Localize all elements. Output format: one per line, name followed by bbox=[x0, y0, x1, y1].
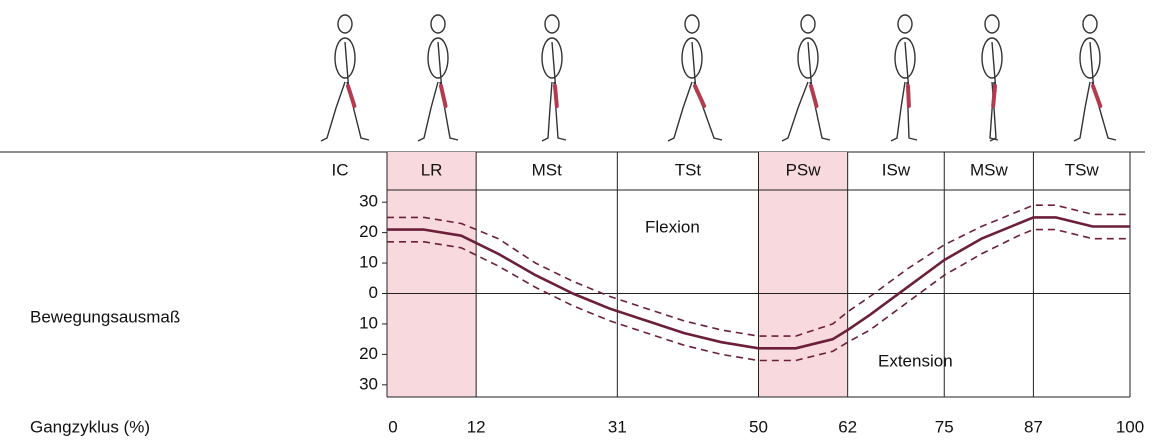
x-tick-label: 100 bbox=[1116, 417, 1144, 436]
phase-label: TSw bbox=[1065, 160, 1100, 179]
phase-label: TSt bbox=[675, 160, 702, 179]
phase-label: MSt bbox=[532, 160, 563, 179]
phase-label: LR bbox=[421, 160, 443, 179]
figure-muscle bbox=[991, 84, 997, 108]
figure-head bbox=[337, 14, 353, 34]
x-tick-label: 62 bbox=[838, 417, 857, 436]
y-tick-label: 30 bbox=[359, 374, 378, 393]
figure-head bbox=[897, 14, 913, 34]
x-tick-label: 50 bbox=[749, 417, 768, 436]
figure-arm bbox=[551, 41, 557, 93]
figure-muscle bbox=[809, 84, 819, 108]
mean-line bbox=[387, 216, 1130, 350]
figure-muscle bbox=[346, 84, 357, 108]
x-tick-label: 75 bbox=[935, 417, 954, 436]
x-tick-label: 87 bbox=[1024, 417, 1043, 436]
figure-muscle bbox=[553, 84, 559, 108]
band-line bbox=[387, 204, 1130, 337]
phase-label: ISw bbox=[882, 160, 911, 179]
annotation: Flexion bbox=[645, 217, 700, 236]
x-tick-label: 31 bbox=[608, 417, 627, 436]
phase-shade bbox=[387, 152, 477, 397]
x-axis-label: Gangzyklus (%) bbox=[30, 417, 150, 436]
annotation: Extension bbox=[878, 351, 953, 370]
figure-head bbox=[544, 14, 560, 34]
figure-leg bbox=[417, 81, 439, 142]
figure-leg bbox=[781, 81, 809, 142]
figure-leg bbox=[541, 81, 553, 142]
figure-arm bbox=[991, 41, 997, 93]
phase-label: MSw bbox=[970, 160, 1009, 179]
figure-leg bbox=[1073, 81, 1091, 142]
figure-leg bbox=[890, 81, 906, 142]
figure-head bbox=[1082, 14, 1098, 34]
figure-leg bbox=[667, 81, 693, 142]
figure-head bbox=[430, 14, 446, 34]
figure-torso bbox=[894, 37, 916, 79]
figure-arm bbox=[807, 41, 813, 93]
x-tick-label: 12 bbox=[467, 417, 486, 436]
y-tick-label: 20 bbox=[359, 344, 378, 363]
figure-head bbox=[800, 14, 816, 34]
figure-torso bbox=[681, 37, 703, 79]
figures bbox=[320, 14, 1117, 142]
x-tick-label: 0 bbox=[388, 417, 397, 436]
phase-label: IC bbox=[332, 160, 349, 179]
figure-torso bbox=[1079, 37, 1101, 79]
figure-leg bbox=[320, 81, 346, 142]
figure-arm bbox=[904, 41, 910, 93]
figure-torso bbox=[427, 37, 449, 79]
y-axis-label: Bewegungsausmaß bbox=[30, 307, 180, 326]
y-tick-label: 10 bbox=[359, 253, 378, 272]
figure-arm bbox=[344, 41, 350, 93]
figure-torso bbox=[981, 37, 1003, 79]
band-line bbox=[387, 228, 1130, 362]
figure-head bbox=[684, 14, 700, 34]
y-tick-label: 20 bbox=[359, 222, 378, 241]
phase-label: PSw bbox=[786, 160, 822, 179]
figure-head bbox=[984, 14, 1000, 34]
y-tick-label: 10 bbox=[359, 313, 378, 332]
figure-muscle bbox=[1091, 84, 1103, 108]
figure-muscle bbox=[906, 84, 911, 108]
figure-arm bbox=[437, 41, 443, 93]
figure-torso bbox=[334, 37, 356, 79]
figure-muscle bbox=[439, 84, 448, 108]
figure-arm bbox=[1089, 41, 1095, 93]
figure-torso bbox=[797, 37, 819, 79]
figure-muscle bbox=[693, 84, 707, 108]
y-tick-label: 30 bbox=[359, 192, 378, 211]
y-tick-label: 0 bbox=[369, 283, 378, 302]
phase-shade bbox=[758, 152, 848, 397]
figure-torso bbox=[541, 37, 563, 79]
